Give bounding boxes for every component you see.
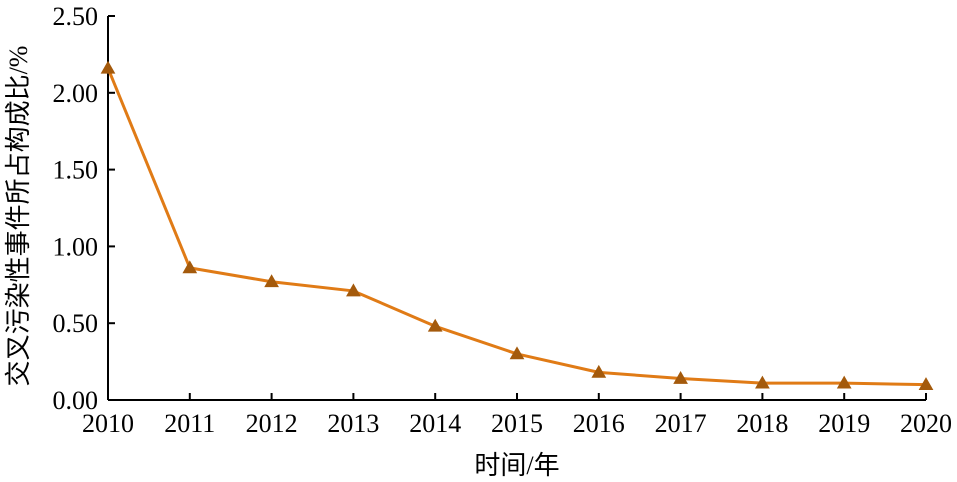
data-point-marker [755, 375, 770, 389]
y-tick-label: 1.50 [53, 156, 99, 185]
data-point-marker [836, 375, 852, 389]
data-point-marker [673, 370, 688, 384]
x-tick-label: 2018 [736, 409, 788, 438]
data-point-marker [182, 260, 198, 274]
data-point-marker [346, 283, 361, 297]
series-line [106, 67, 927, 387]
data-point-marker [427, 318, 443, 332]
data-point-marker [264, 274, 279, 288]
x-ticks: 2010 2011 2012 2013 2014 2015 2016 2017 2018 2019… [82, 393, 952, 438]
x-tick-label: 2014 [409, 409, 461, 438]
axes [107, 16, 926, 401]
data-point-marker [509, 346, 525, 360]
data-point-marker [591, 364, 607, 378]
x-tick-label: 2020 [900, 409, 952, 438]
y-tick-label: 2.50 [53, 2, 99, 31]
y-tick-label: 2.00 [53, 79, 99, 108]
y-tick-label: 0.50 [53, 309, 99, 338]
y-tick-label: 0.00 [53, 386, 99, 415]
x-tick-label: 2015 [491, 409, 543, 438]
data-point-marker [100, 60, 116, 74]
x-tick-label: 2019 [818, 409, 870, 438]
x-tick-label: 2017 [655, 409, 707, 438]
series [100, 60, 934, 391]
y-tick-label: 1.00 [53, 232, 99, 261]
x-tick-label: 2010 [82, 409, 134, 438]
data-point-marker [918, 377, 934, 391]
x-tick-label: 2011 [164, 409, 215, 438]
y-axis-title: 交叉污染性事件所占构成比/% [4, 46, 33, 387]
x-tick-label: 2012 [246, 409, 298, 438]
x-tick-label: 2013 [327, 409, 379, 438]
y-ticks: 0.00 0.50 1.00 1.50 2.00 2.50 [53, 2, 115, 415]
x-tick-label: 2016 [573, 409, 625, 438]
x-axis-title: 时间/年 [474, 451, 559, 480]
